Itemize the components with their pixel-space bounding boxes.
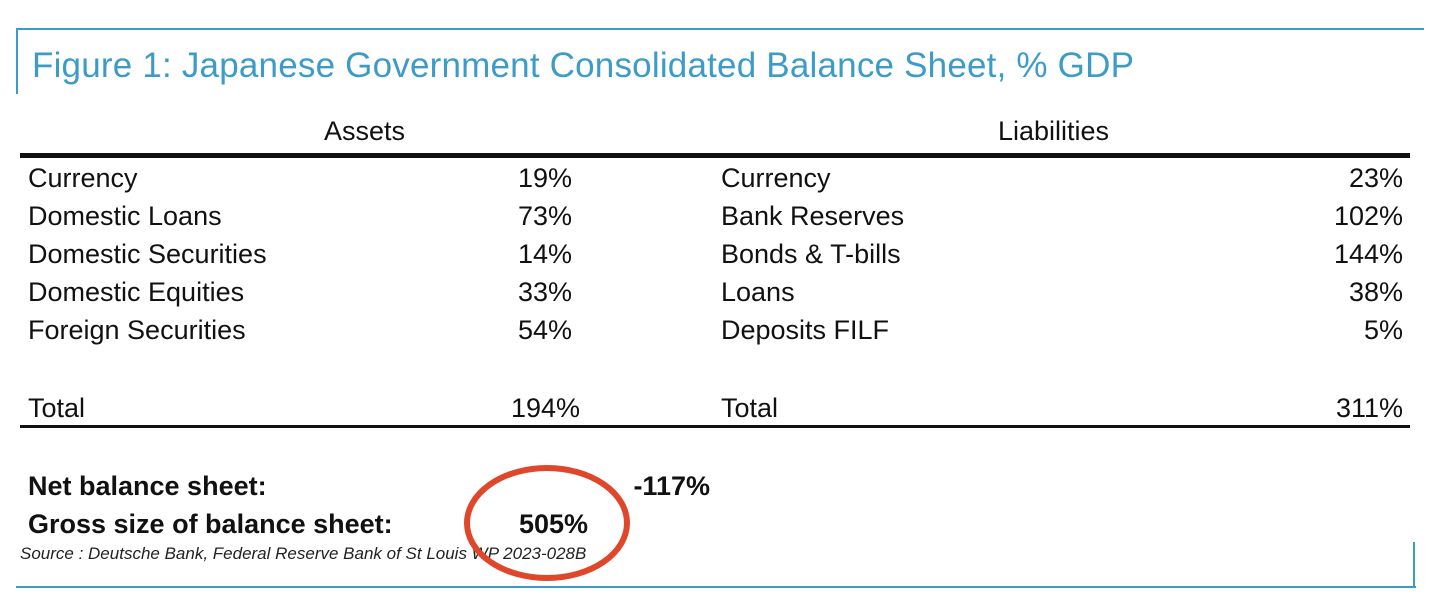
highlight-circle-icon [464,465,630,581]
assets-row-label: Currency [28,163,138,193]
liabilities-row-label: Deposits FILF [721,315,890,345]
liabilities-row-label: Bank Reserves [721,201,905,231]
net-balance-value: -117% [633,471,710,501]
frame-top-line [16,28,1424,30]
assets-row-value: 33% [517,277,572,307]
assets-row-label: Domestic Loans [28,201,222,231]
gross-size-value: 505% [518,509,588,539]
liabilities-row-label: Loans [721,277,795,307]
assets-row-value: 19% [517,163,572,193]
assets-row-value: 73% [517,201,572,231]
totals-rule [20,425,1410,428]
assets-row-label: Domestic Equities [28,277,245,307]
liabilities-row-value: 5% [1363,315,1403,345]
assets-row-value: 54% [517,315,572,345]
liabilities-row-label: Currency [721,163,831,193]
liabilities-header: Liabilities [998,116,1110,146]
liabilities-row-label: Bonds & T-bills [721,239,901,269]
assets-row-label: Foreign Securities [28,315,246,345]
liabilities-total-value: 311% [1335,393,1403,423]
assets-total-value: 194% [510,393,580,423]
liabilities-row-value: 23% [1348,163,1403,193]
header-rule [20,153,1410,158]
assets-total-label: Total [28,393,86,423]
figure-title: Figure 1: Japanese Government Consolidat… [32,46,1135,85]
assets-header: Assets [324,116,406,146]
source-note: Source : Deutsche Bank, Federal Reserve … [20,544,587,563]
liabilities-total-label: Total [721,393,779,423]
frame-right-line [1413,542,1415,588]
frame-left-line [16,28,18,94]
net-balance-label: Net balance sheet: [28,471,267,501]
liabilities-row-value: 144% [1333,239,1403,269]
liabilities-row-value: 102% [1333,201,1403,231]
liabilities-row-value: 38% [1348,277,1403,307]
assets-row-value: 14% [517,239,572,269]
frame-bottom-line [16,586,1416,588]
gross-size-label: Gross size of balance sheet: [28,509,393,539]
assets-row-label: Domestic Securities [28,239,267,269]
